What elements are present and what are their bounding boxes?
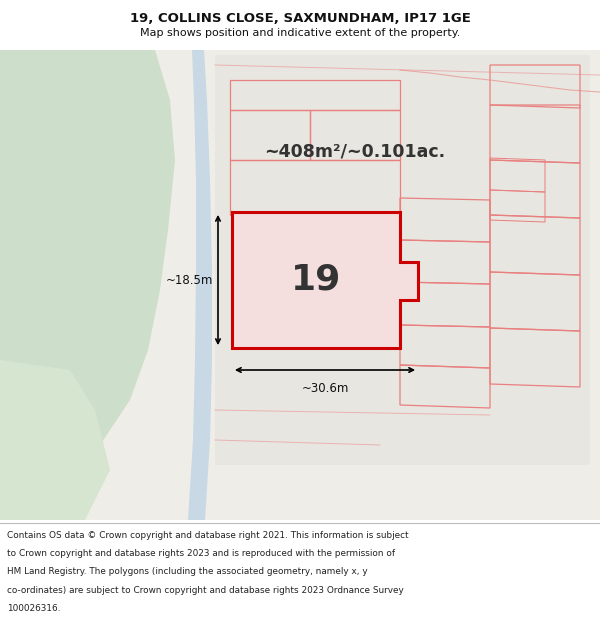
Text: ~30.6m: ~30.6m [301,382,349,395]
Text: ~18.5m: ~18.5m [166,274,213,286]
Polygon shape [0,50,175,480]
Text: HM Land Registry. The polygons (including the associated geometry, namely x, y: HM Land Registry. The polygons (includin… [7,568,368,576]
Text: Contains OS data © Crown copyright and database right 2021. This information is : Contains OS data © Crown copyright and d… [7,531,409,539]
Text: 100026316.: 100026316. [7,604,61,613]
Text: 19: 19 [291,263,341,297]
Text: ~408m²/~0.101ac.: ~408m²/~0.101ac. [265,143,446,161]
Text: 19, COLLINS CLOSE, SAXMUNDHAM, IP17 1GE: 19, COLLINS CLOSE, SAXMUNDHAM, IP17 1GE [130,12,470,26]
Polygon shape [0,360,110,520]
Text: Map shows position and indicative extent of the property.: Map shows position and indicative extent… [140,28,460,38]
Text: co-ordinates) are subject to Crown copyright and database rights 2023 Ordnance S: co-ordinates) are subject to Crown copyr… [7,586,404,594]
Text: to Crown copyright and database rights 2023 and is reproduced with the permissio: to Crown copyright and database rights 2… [7,549,395,558]
Bar [215,55,590,465]
Polygon shape [188,50,212,520]
Polygon shape [232,212,418,348]
